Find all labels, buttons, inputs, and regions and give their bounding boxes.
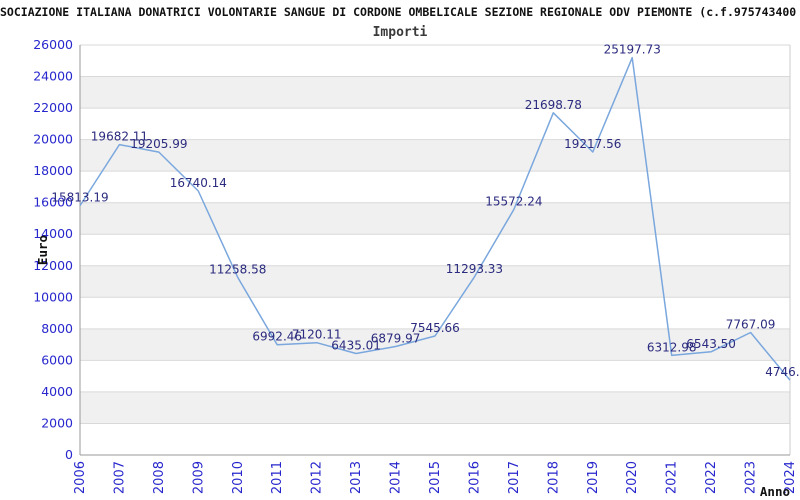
data-label: 21698.78 [525,98,582,112]
plot-band [80,108,790,140]
y-tick-label: 26000 [33,37,73,52]
x-tick-label: 2016 [467,461,482,494]
y-tick-label: 14000 [33,226,73,241]
data-label: 11293.33 [446,262,503,276]
y-tick-label: 0 [65,447,73,462]
x-tick-label: 2010 [231,461,246,494]
data-line [79,56,791,381]
y-tick-label: 12000 [33,258,73,273]
plot-band [80,171,790,203]
y-tick-label: 22000 [33,100,73,115]
x-tick-label: 2012 [310,461,325,494]
plot-band [80,202,790,235]
plot-band [80,139,790,172]
data-label: 6543.50 [686,337,736,351]
data-label: 19217.56 [564,137,621,151]
plot-band [80,265,790,298]
x-tick-label: 2020 [625,461,640,494]
data-label: 15813.19 [51,191,108,205]
data-label: 4746.01 [765,365,800,379]
data-label: 7545.66 [410,321,460,335]
chart-title: SOCIAZIONE ITALIANA DONATRICI VOLONTARIE… [0,5,797,19]
plot-band [80,297,790,329]
data-label: 19682.11 [91,130,148,144]
data-label: 15572.24 [485,194,542,208]
x-tick-label: 2024 [783,461,798,494]
x-tick-label: 2019 [586,461,601,494]
x-tick-label: 2023 [744,461,759,494]
y-tick-label: 16000 [33,195,73,210]
y-tick-label: 20000 [33,132,73,147]
y-tick-label: 8000 [41,321,73,336]
y-tick-label: 2000 [41,415,73,430]
x-tick-label: 2008 [152,461,167,494]
plot-band [80,391,790,424]
data-label: 25197.73 [604,43,661,57]
chart-subtitle: Importi [372,25,428,40]
data-label: 19205.99 [130,137,187,151]
x-tick-label: 2011 [270,461,285,494]
x-tick-label: 2022 [704,461,719,494]
plot-band [80,76,790,109]
plot-band [80,423,790,455]
x-tick-label: 2013 [349,461,364,494]
data-label: 6879.97 [371,332,421,346]
x-tick-label: 2018 [546,461,561,494]
x-tick-label: 2017 [507,461,522,494]
plot-band [80,234,790,266]
y-tick-label: 10000 [33,289,73,304]
x-tick-label: 2021 [665,461,680,494]
plot-band [80,360,790,392]
x-tick-label: 2006 [73,461,88,494]
y-tick-label: 6000 [41,352,73,367]
y-tick-label: 18000 [33,163,73,178]
data-label: 6312.98 [647,340,697,354]
x-tick-label: 2014 [389,461,404,494]
x-tick-label: 2015 [428,461,443,494]
x-tick-label: 2007 [112,461,127,494]
plot-band [80,45,790,77]
data-label: 7767.09 [726,318,776,332]
y-tick-label: 4000 [41,384,73,399]
y-tick-label: 24000 [33,69,73,84]
data-label: 6435.01 [331,339,381,353]
data-label: 7120.11 [292,328,342,342]
data-label: 11258.58 [209,262,266,276]
data-label: 16740.14 [170,176,227,190]
y-axis-title: Euro [35,235,50,265]
x-axis-title: Anno [760,484,790,499]
x-tick-label: 2009 [191,461,206,494]
data-label: 6992.46 [252,330,302,344]
